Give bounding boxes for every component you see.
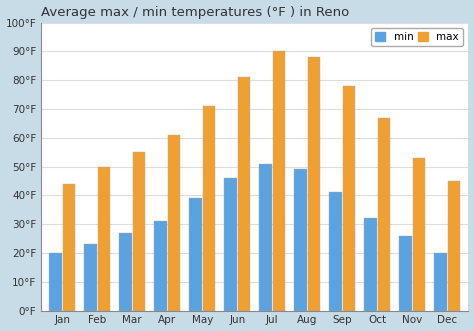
Bar: [189, 198, 202, 310]
Bar: [63, 184, 75, 310]
Bar: [413, 158, 425, 310]
Bar: [98, 166, 110, 310]
Bar: [168, 135, 180, 310]
Bar: [224, 178, 237, 310]
Bar: [400, 236, 412, 310]
Bar: [308, 57, 320, 310]
Bar: [294, 169, 307, 310]
Bar: [378, 118, 391, 310]
Bar: [365, 218, 377, 310]
Bar: [237, 77, 250, 310]
Bar: [273, 51, 285, 310]
Bar: [435, 253, 447, 310]
Bar: [119, 233, 132, 310]
Legend: min, max: min, max: [371, 28, 463, 46]
Bar: [133, 152, 145, 310]
Bar: [49, 253, 62, 310]
Bar: [259, 164, 272, 310]
Text: Average max / min temperatures (°F ) in Reno: Average max / min temperatures (°F ) in …: [41, 6, 349, 19]
Bar: [343, 86, 356, 310]
Bar: [329, 192, 342, 310]
Bar: [84, 244, 97, 310]
Bar: [448, 181, 460, 310]
Bar: [202, 106, 215, 310]
Bar: [155, 221, 167, 310]
